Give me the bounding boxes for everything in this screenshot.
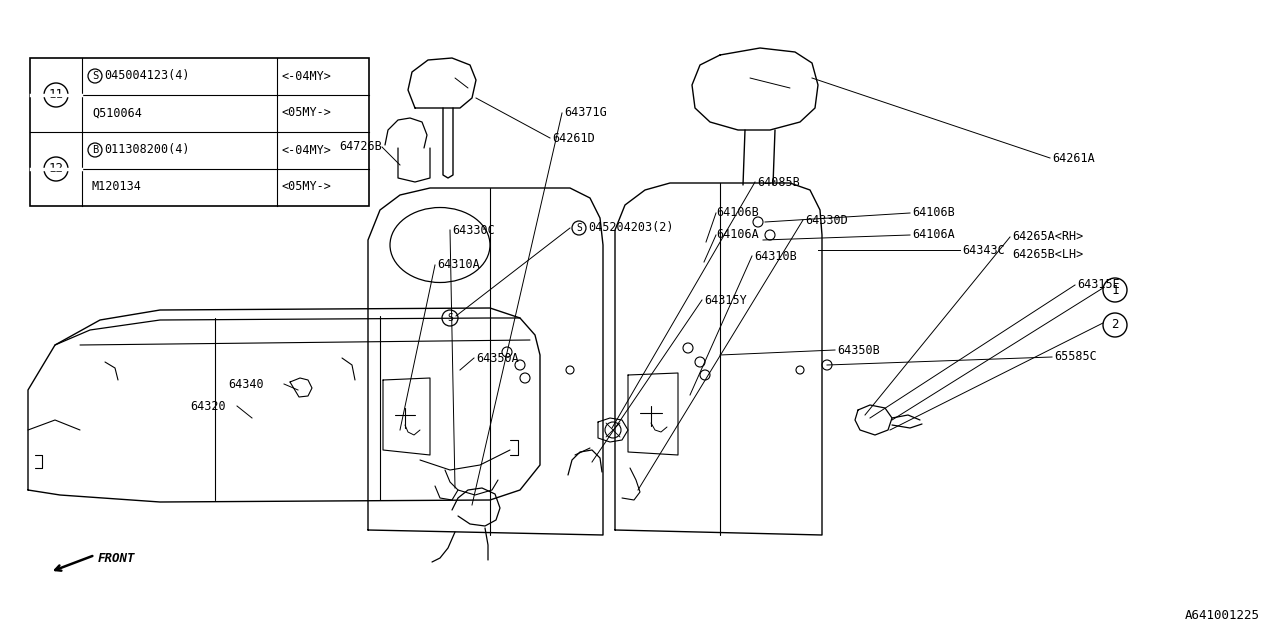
Text: <05MY->: <05MY-> (282, 106, 332, 120)
Text: 64106B: 64106B (911, 207, 955, 220)
Text: 64265B<LH>: 64265B<LH> (1012, 248, 1083, 262)
Text: 64726B: 64726B (339, 141, 381, 154)
Text: A641001225: A641001225 (1185, 609, 1260, 622)
Text: 64310A: 64310A (436, 259, 480, 271)
Text: M120134: M120134 (92, 180, 142, 193)
Text: 011308200(4): 011308200(4) (104, 143, 189, 157)
Text: Q510064: Q510064 (92, 106, 142, 120)
Text: 64330C: 64330C (452, 223, 495, 237)
Text: 64106A: 64106A (716, 228, 759, 241)
Text: 64106A: 64106A (911, 228, 955, 241)
Text: S: S (92, 71, 99, 81)
Text: 64330D: 64330D (805, 214, 847, 227)
Text: 64261A: 64261A (1052, 152, 1094, 164)
Text: 64320: 64320 (189, 399, 225, 413)
Text: 64261D: 64261D (552, 131, 595, 145)
Text: 64085B: 64085B (756, 175, 800, 189)
Text: 64371G: 64371G (564, 106, 607, 120)
Text: 64350A: 64350A (476, 351, 518, 365)
Text: 64310B: 64310B (754, 250, 796, 262)
Text: 11: 11 (49, 88, 64, 102)
Text: 64265A<RH>: 64265A<RH> (1012, 230, 1083, 243)
Text: <05MY->: <05MY-> (282, 180, 332, 193)
Text: S: S (447, 313, 453, 323)
Text: 64350B: 64350B (837, 344, 879, 356)
Text: 1: 1 (1111, 284, 1119, 296)
Text: <-04MY>: <-04MY> (282, 143, 332, 157)
Bar (29, 58, 369, 206)
Text: FRONT: FRONT (99, 552, 136, 564)
Text: S: S (576, 223, 582, 233)
Text: 045004123(4): 045004123(4) (104, 70, 189, 83)
Text: <-04MY>: <-04MY> (282, 70, 332, 83)
Text: 12: 12 (49, 163, 64, 175)
Text: 64106B: 64106B (716, 207, 759, 220)
Text: 64315Y: 64315Y (704, 294, 746, 307)
Text: 64340: 64340 (228, 378, 264, 390)
Text: 64343C: 64343C (963, 243, 1005, 257)
Text: 64315E: 64315E (1076, 278, 1120, 291)
Text: 045204203(2): 045204203(2) (588, 221, 673, 234)
Text: 2: 2 (1111, 319, 1119, 332)
Text: B: B (92, 145, 99, 155)
Text: 65585C: 65585C (1053, 351, 1097, 364)
